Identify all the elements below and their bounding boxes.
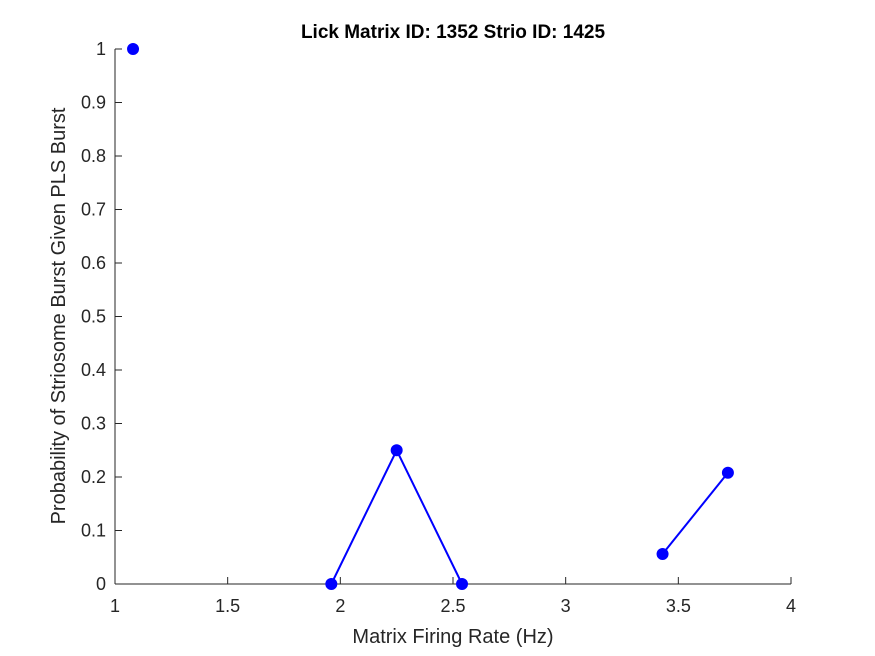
- series-line: [330, 447, 463, 585]
- series-line: [661, 472, 729, 555]
- x-tick-label: 1: [110, 596, 120, 616]
- data-point: [656, 548, 669, 561]
- y-axis-label: Probability of Striosome Burst Given PLS…: [48, 107, 70, 524]
- y-tick-label: 0.8: [81, 146, 106, 166]
- x-tick-label: 1.5: [215, 596, 240, 616]
- y-tick-label: 1: [96, 39, 106, 59]
- data-point: [721, 466, 734, 479]
- x-tick-label: 4: [786, 596, 796, 616]
- data-point: [325, 578, 338, 590]
- x-tick-label: 2.5: [440, 596, 465, 616]
- y-tick-label: 0.4: [81, 360, 106, 380]
- series: [127, 43, 734, 590]
- y-tick-label: 0.3: [81, 414, 106, 434]
- x-tick-label: 2: [335, 596, 345, 616]
- data-point: [127, 43, 140, 55]
- ticks: 1 1.5 2 2.5 3 3.5 4 0 0.1 0.2 0.3 0.4 0.5 0.6 0.7 0.8 0.…: [81, 39, 796, 616]
- data-point: [456, 578, 469, 590]
- y-tick-label: 0.2: [81, 467, 106, 487]
- y-tick-label: 0: [96, 574, 106, 594]
- y-tick-label: 0.1: [81, 521, 106, 541]
- y-tick-label: 0.9: [81, 93, 106, 113]
- data-point: [390, 444, 403, 457]
- y-tick-label: 0.5: [81, 307, 106, 327]
- chart-title: Lick Matrix ID: 1352 Strio ID: 1425: [301, 22, 606, 43]
- x-tick-label: 3.5: [666, 596, 691, 616]
- y-tick-label: 0.7: [81, 200, 106, 220]
- x-tick-label: 3: [561, 596, 571, 616]
- x-axis-label: Matrix Firing Rate (Hz): [352, 626, 553, 648]
- y-tick-label: 0.6: [81, 253, 106, 273]
- axes: [114, 49, 791, 585]
